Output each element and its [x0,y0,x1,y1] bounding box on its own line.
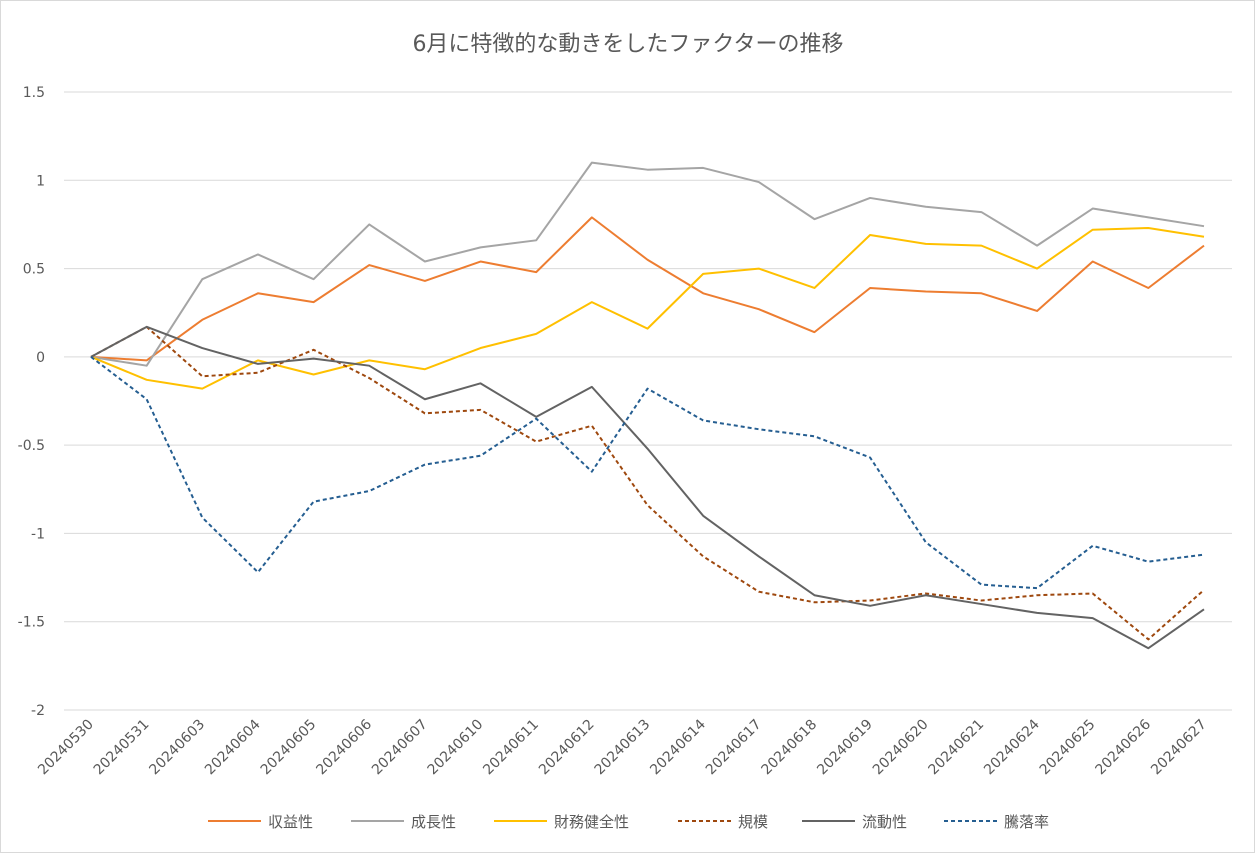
y-tick-label: 1 [36,173,45,189]
series-line-1 [90,216,1205,362]
x-tick-label: 20240620 [870,717,932,779]
chart-title: 6月に特徴的な動きをしたファクターの推移 [412,32,843,57]
x-tick-label: 20240618 [759,717,821,779]
x-tick-label: 20240530 [35,717,97,779]
series-line-2 [90,161,1205,367]
x-tick-label: 20240613 [592,717,654,779]
y-tick-label: 0 [36,350,45,366]
y-tick-label: -1.5 [18,615,45,631]
x-tick-label: 20240603 [146,717,208,779]
x-tick-label: 20240625 [1037,717,1099,779]
x-tick-label: 20240612 [536,717,598,779]
gridlines [64,91,1232,711]
x-tick-label: 20240624 [981,716,1043,778]
x-axis-ticks: 2024053020240531202406032024060420240605… [35,716,1210,778]
series-line-6 [90,356,1205,590]
x-tick-label: 20240621 [926,717,988,779]
y-axis-ticks: 1.5 1 0.5 0 -0.5 -1 -1.5 -2 [18,85,45,719]
x-tick-label: 20240610 [425,717,487,779]
legend-label: 収益性 [268,813,313,831]
series-lines [90,161,1205,650]
legend-label: 財務健全性 [554,813,629,831]
x-tick-label: 20240611 [480,717,542,779]
x-tick-label: 20240607 [369,717,431,779]
y-tick-label: -1 [31,526,45,542]
x-tick-label: 20240614 [647,716,709,778]
x-tick-label: 20240617 [703,717,765,779]
x-tick-label: 20240604 [202,716,264,778]
x-tick-label: 20240605 [258,717,320,779]
y-tick-label: 0.5 [23,262,45,278]
x-tick-label: 20240627 [1148,717,1210,779]
series-line-5 [90,325,1205,650]
legend: 収益性 成長性 財務健全性 規模 流動性 騰落率 [208,813,1049,831]
y-tick-label: -0.5 [18,438,45,454]
legend-label: 流動性 [862,813,907,831]
x-tick-label: 20240619 [814,717,876,779]
x-tick-label: 20240626 [1092,716,1154,778]
series-line-4 [90,325,1205,641]
x-tick-label: 20240531 [91,717,153,779]
legend-label: 規模 [738,813,768,831]
y-tick-label: 1.5 [23,85,45,101]
x-tick-label: 20240606 [313,716,375,778]
legend-label: 騰落率 [1004,813,1049,831]
y-tick-label: -2 [31,703,45,719]
legend-label: 成長性 [411,813,456,831]
